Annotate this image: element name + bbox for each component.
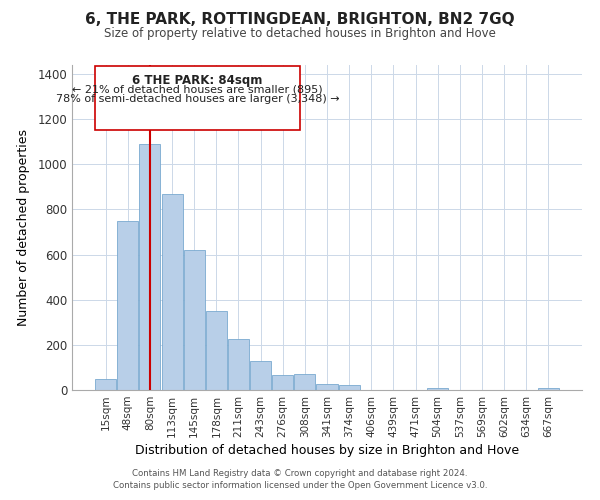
Text: ← 21% of detached houses are smaller (895): ← 21% of detached houses are smaller (89…	[72, 84, 323, 94]
Bar	[338, 386, 359, 390]
Text: 6 THE PARK: 84sqm: 6 THE PARK: 84sqm	[133, 74, 263, 87]
Bar	[118, 220, 139, 390]
Bar	[161, 194, 182, 390]
Bar	[538, 388, 559, 390]
Bar	[228, 339, 249, 390]
Y-axis label: Number of detached properties: Number of detached properties	[17, 129, 31, 326]
Text: Contains HM Land Registry data © Crown copyright and database right 2024.: Contains HM Land Registry data © Crown c…	[132, 468, 468, 477]
Bar	[272, 376, 293, 390]
Bar	[295, 374, 316, 390]
Bar	[316, 384, 338, 390]
Text: Contains public sector information licensed under the Open Government Licence v3: Contains public sector information licen…	[113, 481, 487, 490]
Text: 78% of semi-detached houses are larger (3,348) →: 78% of semi-detached houses are larger (…	[56, 94, 340, 104]
Bar	[250, 360, 271, 390]
Bar	[184, 250, 205, 390]
Text: Size of property relative to detached houses in Brighton and Hove: Size of property relative to detached ho…	[104, 28, 496, 40]
Bar	[95, 66, 301, 130]
Bar	[95, 378, 116, 390]
Bar	[139, 144, 160, 390]
Text: 6, THE PARK, ROTTINGDEAN, BRIGHTON, BN2 7GQ: 6, THE PARK, ROTTINGDEAN, BRIGHTON, BN2 …	[85, 12, 515, 28]
Bar	[206, 311, 227, 390]
X-axis label: Distribution of detached houses by size in Brighton and Hove: Distribution of detached houses by size …	[135, 444, 519, 457]
Bar	[427, 388, 448, 390]
